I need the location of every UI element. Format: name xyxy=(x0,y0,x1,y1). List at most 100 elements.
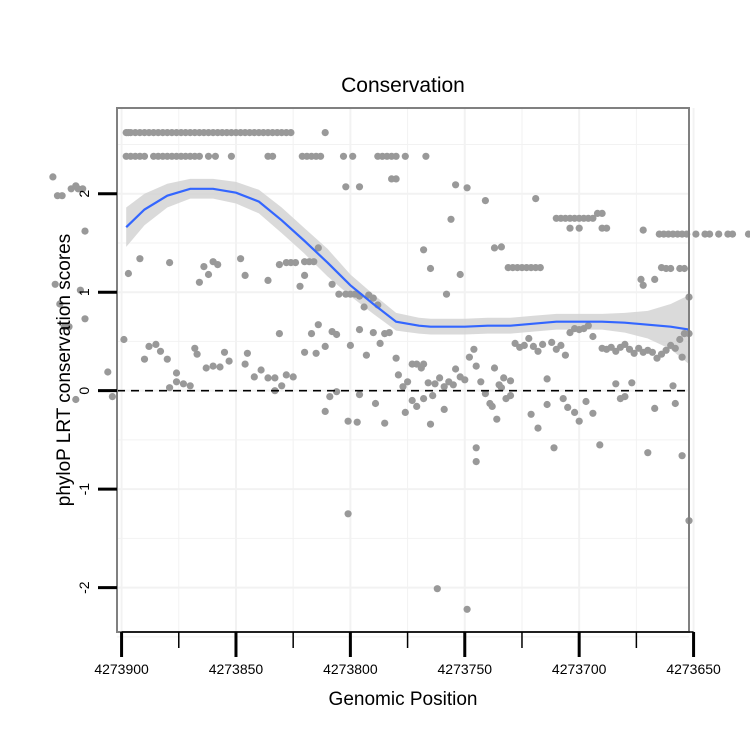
data-point xyxy=(472,458,480,466)
data-point xyxy=(264,276,272,284)
chart-title: Conservation xyxy=(341,74,465,97)
data-point xyxy=(669,382,677,390)
data-point xyxy=(346,341,354,349)
data-point xyxy=(520,341,528,349)
data-point xyxy=(561,351,570,359)
data-point xyxy=(557,341,565,349)
data-point xyxy=(394,371,402,379)
data-point xyxy=(534,424,542,432)
data-point xyxy=(481,197,489,205)
data-point xyxy=(637,275,645,283)
data-point xyxy=(195,152,203,160)
data-point xyxy=(349,152,357,160)
data-point xyxy=(381,419,389,427)
data-point xyxy=(564,403,572,411)
data-point xyxy=(667,264,675,273)
x-tick-label: 4273800 xyxy=(323,661,378,677)
data-point xyxy=(532,195,540,203)
data-point xyxy=(543,400,551,409)
data-point xyxy=(662,346,670,354)
data-point xyxy=(312,349,320,357)
data-point xyxy=(465,353,473,361)
y-tick-label: -2 xyxy=(76,581,92,594)
data-point xyxy=(140,152,149,160)
data-point xyxy=(534,347,542,355)
data-point xyxy=(452,181,460,189)
data-point xyxy=(314,244,322,252)
x-axis: 4273900 4273850 4273800 4273750 4273700 42736… xyxy=(94,631,721,677)
data-point xyxy=(328,280,336,288)
data-point xyxy=(497,384,505,392)
data-point xyxy=(470,345,478,353)
data-point xyxy=(214,261,222,269)
data-point xyxy=(72,395,80,404)
data-point xyxy=(392,152,400,160)
data-point xyxy=(621,340,629,348)
data-point xyxy=(145,342,153,350)
data-point xyxy=(433,585,441,593)
data-point xyxy=(481,390,489,398)
data-point xyxy=(193,350,201,358)
data-point xyxy=(237,255,245,263)
data-point xyxy=(344,417,352,425)
data-point xyxy=(51,280,59,288)
data-point xyxy=(172,369,181,377)
y-axis-label: phyloP LRT conservation scores xyxy=(54,234,75,507)
data-point xyxy=(301,348,309,356)
data-point xyxy=(463,605,471,613)
data-point xyxy=(333,388,341,396)
data-point xyxy=(628,379,636,387)
data-point xyxy=(120,335,128,344)
points-layer xyxy=(49,129,750,613)
data-point xyxy=(321,342,329,350)
data-point xyxy=(506,392,515,400)
data-point xyxy=(550,444,558,452)
data-point xyxy=(326,393,334,401)
data-point xyxy=(630,349,638,357)
data-point xyxy=(500,374,508,382)
data-point xyxy=(589,409,597,417)
data-point xyxy=(204,270,213,279)
data-point xyxy=(156,347,165,355)
data-point xyxy=(172,378,181,386)
data-point xyxy=(728,230,737,238)
data-point xyxy=(529,342,538,350)
data-point xyxy=(463,184,471,192)
data-point xyxy=(399,383,407,391)
data-point xyxy=(58,192,66,200)
data-point xyxy=(108,393,116,401)
data-point xyxy=(639,281,647,289)
data-point xyxy=(392,175,400,183)
data-point xyxy=(589,332,597,341)
data-point xyxy=(461,376,469,384)
data-point xyxy=(65,323,73,331)
data-point xyxy=(166,384,174,392)
data-point xyxy=(744,230,750,238)
data-point xyxy=(355,183,364,191)
x-tick-label: 4273850 xyxy=(209,661,264,677)
data-point xyxy=(420,360,428,368)
data-point xyxy=(447,215,455,223)
data-point xyxy=(241,271,249,279)
data-point xyxy=(422,152,430,160)
confidence-band-layer xyxy=(126,178,689,365)
data-point xyxy=(166,259,174,267)
data-point xyxy=(307,330,316,338)
data-point xyxy=(651,275,659,283)
y-tick-label: -1 xyxy=(76,483,92,496)
data-point xyxy=(186,382,194,390)
data-point xyxy=(401,408,409,416)
data-point xyxy=(342,183,350,191)
y-tick-label: 0 xyxy=(76,387,92,395)
data-point xyxy=(301,271,309,279)
data-point xyxy=(289,373,297,381)
data-point xyxy=(152,340,160,348)
data-point xyxy=(275,330,283,338)
data-point xyxy=(385,329,393,337)
y-axis: -2 -1 0 1 2 xyxy=(76,190,117,594)
data-point xyxy=(179,380,187,388)
data-point xyxy=(539,340,547,348)
data-point xyxy=(202,364,210,372)
data-point xyxy=(477,378,485,386)
data-point xyxy=(344,510,352,518)
